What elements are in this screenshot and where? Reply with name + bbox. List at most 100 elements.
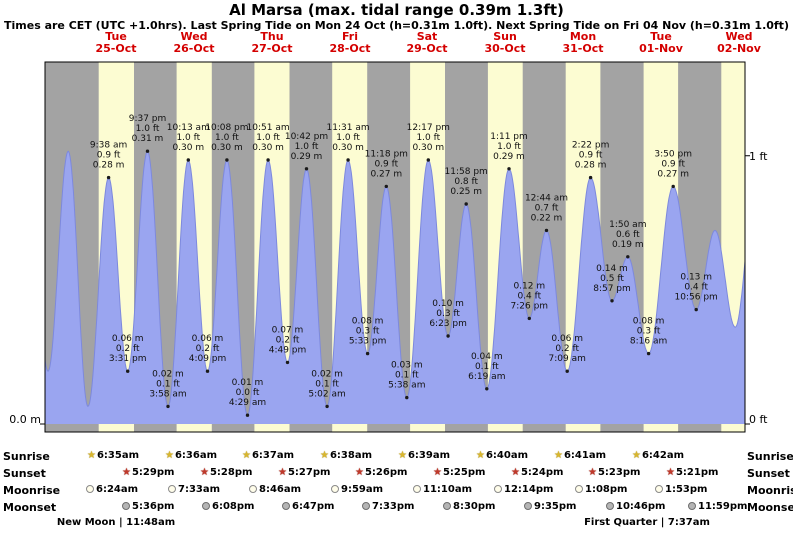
tide-extreme-label: 0.08 m 0.3 ft 8:16 am [630, 317, 667, 347]
tide-extreme-label: 0.01 m 0.0 ft 4:29 am [229, 378, 266, 408]
tide-extreme-marker [186, 158, 190, 162]
tide-extreme-marker [205, 369, 210, 373]
moonrise-time: 12:14pm [494, 484, 553, 496]
tide-extreme-marker [646, 351, 651, 356]
moonrise-time-label: 11:10am [423, 484, 472, 495]
tide-extreme-label: 0.02 m 0.1 ft 3:58 am [149, 369, 186, 399]
moonset-row-label-left: Moonset [3, 501, 57, 514]
sunset-star-icon: ★ [122, 467, 131, 478]
sunrise-star-icon: ★ [398, 450, 407, 461]
day-name: Tue [650, 30, 672, 43]
tide-extreme-label: 11:18 pm 0.9 ft 0.27 m [365, 149, 408, 179]
sunset-row-label-left: Sunset [3, 467, 46, 480]
moon-phase-first-quarter: First Quarter | 7:37am [584, 517, 710, 528]
day-header-26-Oct: Wed 26-Oct [156, 31, 232, 55]
moonrise-icon [86, 485, 94, 493]
moonrise-icon [575, 485, 583, 493]
day-header-28-Oct: Fri 28-Oct [312, 31, 388, 55]
tide-extreme-marker [626, 255, 630, 259]
sunrise-time: ★6:42am [632, 450, 684, 462]
moonset-time: 7:33pm [362, 501, 414, 513]
sunset-time-label: 5:26pm [364, 467, 408, 478]
sunrise-time-label: 6:39am [407, 450, 451, 461]
day-header-31-Oct: Mon 31-Oct [545, 31, 621, 55]
tide-extreme-label: 0.03 m 0.1 ft 5:38 am [388, 361, 425, 391]
day-name: Wed [725, 30, 753, 43]
moonset-time: 11:59pm [688, 501, 747, 513]
tide-extreme-marker [325, 404, 329, 409]
tide-extreme-label: 0.06 m 0.2 ft 3:31 pm [109, 334, 147, 364]
tide-extreme-marker [588, 175, 593, 180]
chart-subtitle: Times are CET (UTC +1.0hrs). Last Spring… [4, 19, 789, 32]
moonset-time: 10:46pm [606, 501, 665, 513]
sunrise-star-icon: ★ [320, 450, 329, 461]
sunset-time: ★5:27pm [278, 467, 330, 479]
moon-phase-new-moon: New Moon | 11:48am [56, 517, 176, 528]
sunrise-time: ★6:38am [320, 450, 372, 462]
day-name: Wed [180, 30, 208, 43]
tide-extreme-label: 10:42 pm 1.0 ft 0.29 m [285, 132, 328, 162]
tide-extreme-label: 1:11 pm 1.0 ft 0.29 m [490, 132, 528, 162]
sunset-time: ★5:26pm [355, 467, 407, 479]
moonrise-time-label: 12:14pm [504, 484, 554, 495]
day-header-01-Nov: Tue 01-Nov [623, 31, 699, 55]
tide-extreme-label: 0.12 m 0.4 ft 7:26 pm [511, 281, 549, 311]
tide-extreme-label: 10:08 pm 1.0 ft 0.30 m [205, 123, 248, 153]
day-date: 26-Oct [173, 42, 215, 55]
tide-extreme-label: 0.07 m 0.2 ft 4:49 pm [269, 325, 307, 355]
tide-extreme-marker [485, 387, 489, 391]
moonset-time-label: 6:47pm [292, 501, 335, 512]
tide-extreme-label: 0.08 m 0.3 ft 5:33 pm [349, 317, 387, 347]
day-date: 29-Oct [406, 42, 448, 55]
moonset-icon [202, 502, 210, 510]
tide-extreme-label: 3:50 pm 0.9 ft 0.27 m [654, 149, 692, 179]
plot-border [44, 61, 746, 433]
moonset-time-label: 5:36pm [132, 501, 175, 512]
tide-extreme-label: 10:13 am 1.0 ft 0.30 m [167, 123, 210, 153]
moonrise-icon [331, 485, 339, 493]
moonrise-icon [249, 485, 257, 493]
tide-curve-area [45, 151, 745, 425]
moonrise-time: 11:10am [413, 484, 472, 496]
tide-extreme-marker [565, 369, 569, 373]
moonset-time-label: 8:30pm [453, 501, 496, 512]
sunset-time: ★5:21pm [666, 467, 718, 479]
sunrise-time: ★6:40am [476, 450, 528, 462]
moonset-time-label: 11:59pm [698, 501, 748, 512]
tide-extreme-label: 0.13 m 0.4 ft 10:56 pm [675, 273, 718, 303]
day-name: Tue [105, 30, 127, 43]
day-date: 02-Nov [717, 42, 761, 55]
sunrise-row-label-right: Sunrise [747, 450, 793, 463]
tide-extreme-marker [671, 184, 675, 189]
tide-extreme-marker [106, 175, 111, 180]
tide-extreme-marker [245, 413, 250, 417]
moonrise-time-label: 1:08pm [585, 484, 628, 495]
sunset-time-label: 5:25pm [442, 467, 486, 478]
sunrise-time: ★6:41am [554, 450, 606, 462]
sunrise-star-icon: ★ [632, 450, 641, 461]
tide-extreme-marker [544, 228, 549, 233]
sunset-time: ★5:29pm [122, 467, 174, 479]
moonset-time-label: 6:08pm [212, 501, 255, 512]
tide-extreme-marker [304, 167, 309, 171]
sunrise-time: ★6:39am [398, 450, 450, 462]
sunrise-time-label: 6:42am [641, 450, 685, 461]
day-date: 01-Nov [639, 42, 683, 55]
sunrise-time-label: 6:37am [251, 450, 295, 461]
sunset-star-icon: ★ [278, 467, 287, 478]
sunrise-time: ★6:36am [165, 450, 217, 462]
tide-extreme-marker [610, 299, 614, 303]
moonset-icon [443, 502, 451, 510]
moonset-time: 5:36pm [122, 501, 174, 513]
moonset-row-label-right: Moonset [747, 501, 793, 514]
axis-ticks [40, 155, 750, 425]
moonrise-time: 6:24am [86, 484, 138, 496]
moonset-icon [688, 502, 696, 510]
moonset-time-label: 10:46pm [616, 501, 666, 512]
moonrise-time: 1:08pm [575, 484, 627, 496]
moonrise-icon [655, 485, 663, 493]
tide-extreme-label: 2:22 pm 0.9 ft 0.28 m [572, 141, 610, 171]
moonrise-time: 7:33am [168, 484, 220, 496]
sunrise-time: ★6:35am [87, 450, 139, 462]
